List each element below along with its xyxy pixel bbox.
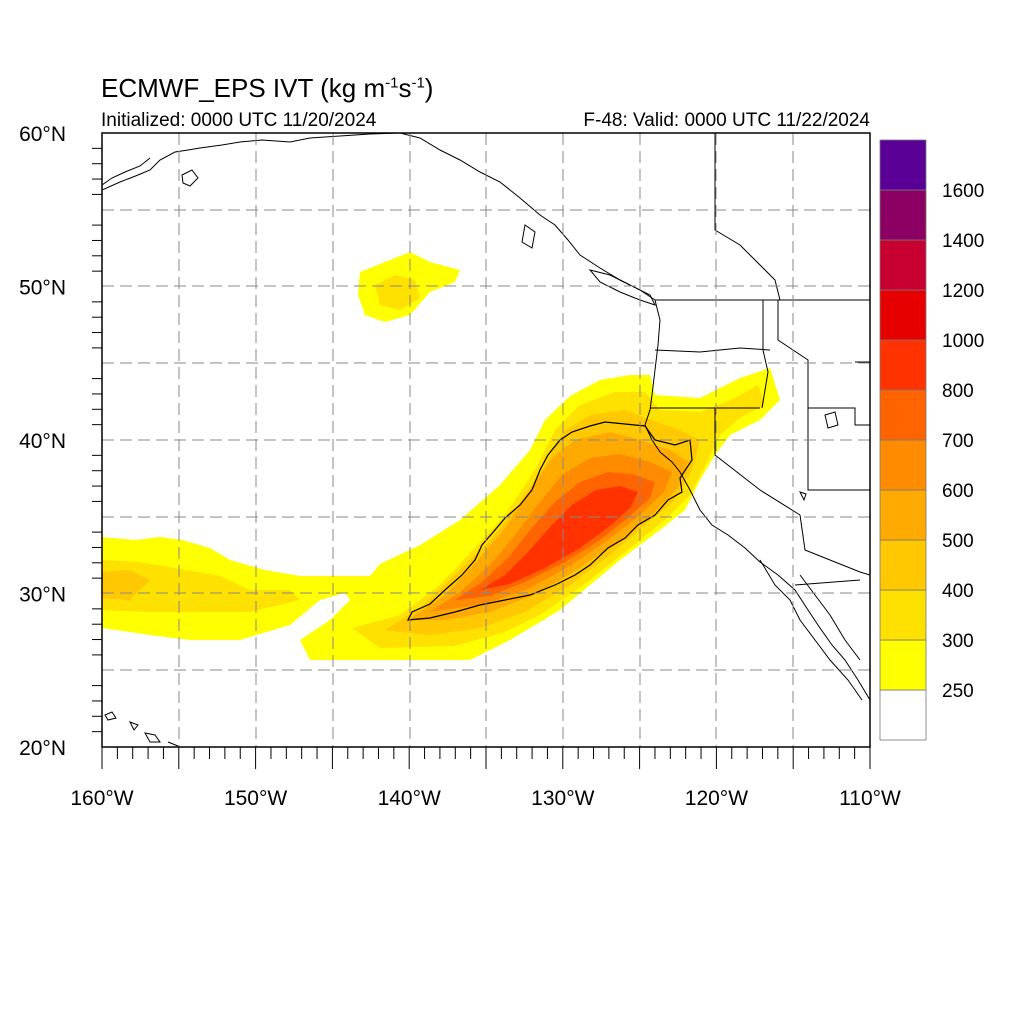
- colorbar-label: 1400: [942, 231, 984, 252]
- idaho-border: [761, 300, 769, 409]
- hawaii-island-3: [144, 732, 161, 743]
- colorbar-label: 600: [942, 481, 974, 502]
- vancouver-island: [588, 269, 656, 306]
- lon-label: 150°W: [224, 787, 287, 810]
- lat-label: 50°N: [19, 277, 66, 300]
- colorbar-box: [879, 189, 927, 241]
- colorbar-label: 300: [942, 631, 974, 652]
- ivt-fill-layer: [102, 252, 780, 660]
- latitude-labels: 60°N 50°N 40°N 30°N 20°N: [19, 123, 66, 760]
- wa-or-border: [654, 347, 771, 353]
- hawaii-island-1: [104, 711, 117, 721]
- lake-tahoe: [799, 491, 807, 502]
- colorbar-label: 1200: [942, 281, 984, 302]
- az-border: [799, 514, 870, 576]
- coastline-layer: [102, 133, 870, 747]
- alaska-coast: [102, 133, 401, 191]
- alaska-peninsula: [102, 157, 151, 186]
- colorbar-box: [879, 389, 927, 441]
- lon-label: 160°W: [70, 787, 133, 810]
- colorbar-box: [879, 239, 927, 291]
- colorbar-box: [879, 289, 927, 341]
- lon-label: 130°W: [531, 787, 594, 810]
- montana-border: [777, 300, 870, 426]
- bc-coast: [399, 133, 870, 701]
- lat-label: 30°N: [19, 584, 66, 607]
- colorbar-box: [879, 439, 927, 491]
- colorbar-label: 250: [942, 681, 974, 702]
- hawaii-island-4: [167, 741, 179, 747]
- kodiak-island: [181, 169, 199, 187]
- mexico-border: [794, 579, 861, 586]
- nv-border: [714, 408, 801, 516]
- lon-label: 110°W: [839, 787, 901, 810]
- haida-gwaii: [521, 224, 536, 249]
- lat-label: 60°N: [19, 123, 66, 146]
- great-salt-lake: [824, 411, 839, 429]
- longitude-labels: 160°W 150°W 140°W 130°W 120°W 110°W: [70, 787, 901, 810]
- colorbar-label: 700: [942, 431, 974, 452]
- colorbar-box: [879, 689, 927, 741]
- lat-label: 20°N: [19, 737, 66, 760]
- colorbar-box: [879, 139, 927, 191]
- colorbar-box: [879, 639, 927, 691]
- ivt-band-300-north: [375, 275, 420, 310]
- hawaii-island-2: [128, 721, 139, 731]
- colorbar-box: [879, 589, 927, 641]
- lon-label: 120°W: [685, 787, 748, 810]
- valid-time: F-48: Valid: 0000 UTC 11/22/2024: [583, 110, 870, 131]
- graticule-layer: [102, 133, 870, 747]
- colorbar-label: 800: [942, 381, 974, 402]
- colorbar-box: [879, 339, 927, 391]
- colorbar-label: 1000: [942, 331, 984, 352]
- colorbar-label: 400: [942, 581, 974, 602]
- colorbar-box: [879, 539, 927, 591]
- initialized-time: Initialized: 0000 UTC 11/20/2024: [101, 110, 377, 131]
- colorbar-box: [879, 489, 927, 541]
- gulf-of-california: [799, 574, 861, 661]
- lon-label: 140°W: [378, 787, 441, 810]
- colorbar-labels: 250 300 400 500 600 700 800 1000 1200 1400 1600: [942, 181, 984, 702]
- ut-border: [807, 408, 870, 491]
- canada-province-border: [714, 133, 781, 301]
- ivt-band-800: [480, 486, 638, 590]
- lat-label: 40°N: [19, 430, 66, 453]
- figure-title: ECMWF_EPS IVT (kg m-1s-1): [101, 73, 434, 103]
- colorbar-label: 500: [942, 531, 974, 552]
- colorbar: [879, 139, 927, 741]
- colorbar-label: 1600: [942, 181, 984, 202]
- axis-ticks: [92, 147, 871, 769]
- baja-coast: [759, 559, 863, 701]
